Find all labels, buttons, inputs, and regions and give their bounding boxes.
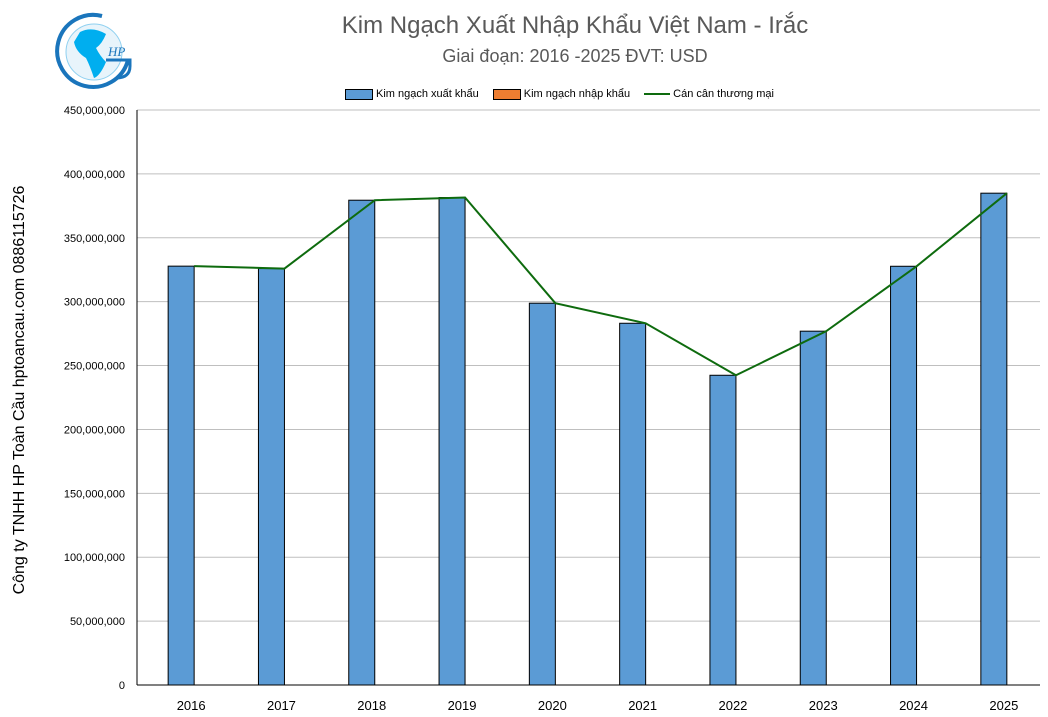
bar-export (528, 302, 556, 686)
legend-swatch-import (492, 88, 521, 100)
bar-export (709, 374, 737, 686)
bar-export (438, 197, 466, 686)
company-logo: HP (50, 10, 134, 99)
y-tick-label: 450,000,000 (64, 105, 125, 117)
line-balance (194, 192, 1008, 377)
legend-item-balance: Cán cân thương mại (644, 88, 774, 100)
legend-line-balance (644, 93, 671, 95)
legend-label: Cán cân thương mại (673, 88, 774, 100)
x-tick-label: 2018 (357, 698, 386, 713)
x-tick-label: 2017 (267, 698, 296, 713)
bar-export (167, 265, 195, 686)
x-tick-label: 2016 (177, 698, 206, 713)
x-tick-label: 2024 (899, 698, 928, 713)
chart-subtitle: Giai đoạn: 2016 -2025 ĐVT: USD (442, 46, 708, 66)
bar-export (799, 330, 827, 686)
legend-label: Kim ngạch xuất khẩu (376, 88, 479, 100)
bar-export (257, 268, 285, 686)
y-tick-label: 250,000,000 (64, 361, 125, 373)
legend-item-import: Kim ngạch nhập khẩu (492, 88, 631, 100)
x-tick-label: 2023 (809, 698, 838, 713)
y-tick-label: 50,000,000 (70, 616, 125, 628)
legend: Kim ngạch xuất khẩu Kim ngạch nhập khẩu … (345, 88, 774, 100)
y-tick-label: 350,000,000 (64, 233, 125, 245)
x-tick-label: 2022 (718, 698, 747, 713)
x-tick-label: 2019 (448, 698, 477, 713)
x-tick-label: 2025 (989, 698, 1018, 713)
y-tick-label: 100,000,000 (64, 552, 125, 564)
y-tick-label: 200,000,000 (64, 424, 125, 436)
legend-swatch-export (345, 88, 373, 100)
bar-export (980, 192, 1008, 686)
x-tick-label: 2020 (538, 698, 567, 713)
legend-item-export: Kim ngạch xuất khẩu (345, 88, 479, 100)
y-tick-label: 400,000,000 (64, 169, 125, 181)
x-tick-label: 2021 (628, 698, 657, 713)
bar-export (619, 322, 647, 686)
chart-title: Kim Ngạch Xuất Nhập Khẩu Việt Nam - Irắc (341, 12, 809, 39)
y-tick-label: 150,000,000 (64, 488, 125, 500)
y-tick-label: 300,000,000 (64, 297, 125, 309)
svg-text:HP: HP (107, 44, 125, 59)
legend-label: Kim ngạch nhập khẩu (523, 88, 631, 100)
y-tick-label: 0 (119, 680, 125, 692)
bar-export (348, 199, 376, 686)
bar-export (890, 265, 918, 686)
